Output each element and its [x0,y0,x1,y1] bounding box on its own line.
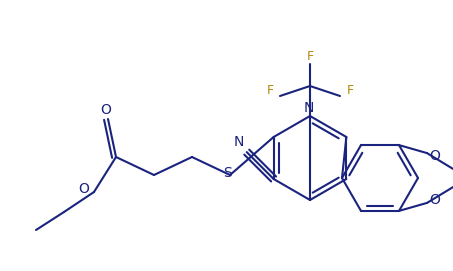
Text: O: O [429,193,440,207]
Text: O: O [101,103,111,117]
Text: S: S [222,166,231,180]
Text: N: N [234,135,244,149]
Text: N: N [304,101,314,115]
Text: O: O [78,182,89,196]
Text: F: F [266,83,274,96]
Text: F: F [306,50,313,63]
Text: O: O [429,149,440,163]
Text: F: F [347,83,353,96]
